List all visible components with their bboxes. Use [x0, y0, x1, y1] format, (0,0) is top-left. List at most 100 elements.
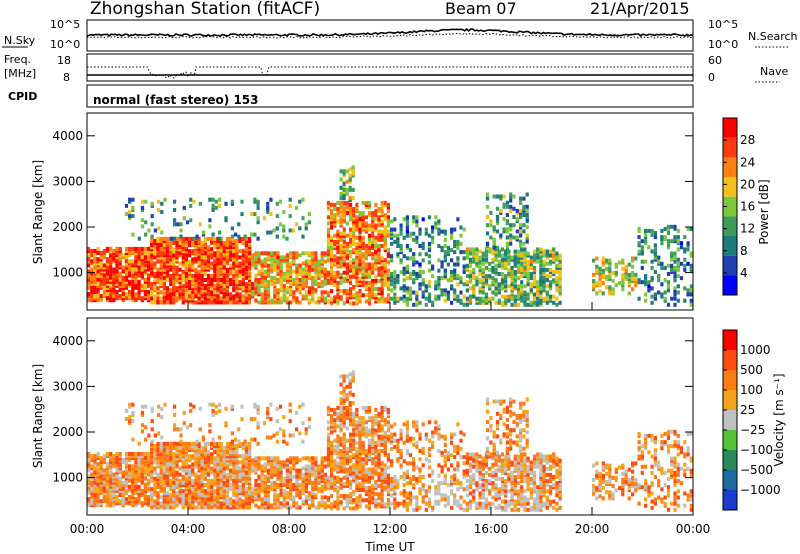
velocity-cell: [87, 464, 91, 469]
power-cell: [137, 255, 141, 260]
power-cell: [156, 290, 160, 295]
velocity-cell: [147, 488, 151, 493]
power-cell: [248, 243, 252, 248]
power-cell: [184, 267, 188, 272]
power-cell: [371, 295, 375, 300]
velocity-cell: [147, 478, 151, 483]
power-cell: [143, 246, 147, 251]
velocity-cell: [99, 466, 103, 471]
power-cell: [244, 247, 248, 252]
velocity-cell: [140, 454, 144, 458]
power-cell: [216, 273, 220, 278]
power-cell: [184, 298, 188, 303]
velocity-cell: [150, 478, 154, 483]
power-cell: [124, 283, 129, 288]
power-cell: [440, 288, 444, 293]
velocity-cell: [165, 458, 170, 463]
power-cell: [222, 271, 226, 276]
power-cell: [87, 281, 91, 286]
velocity-cell: [203, 456, 207, 461]
power-cell: [358, 213, 362, 218]
power-cell: [367, 241, 372, 246]
power-cell: [358, 278, 362, 283]
power-cell: [336, 229, 340, 234]
power-cell: [197, 278, 201, 282]
velocity-cell: [216, 478, 220, 483]
power-cell: [210, 294, 214, 299]
velocity-cell: [320, 460, 324, 465]
power-cell: [523, 265, 527, 270]
power-cell: [311, 282, 315, 287]
velocity-cell: [323, 503, 327, 508]
power-cell: [188, 263, 192, 268]
velocity-cell: [118, 451, 122, 456]
velocity-cell: [241, 460, 245, 465]
power-cell: [206, 255, 211, 260]
power-cell: [105, 296, 110, 301]
power-cell: [235, 286, 239, 291]
power-cell: [383, 239, 387, 244]
velocity-cell: [320, 468, 324, 473]
power-cell: [539, 294, 543, 299]
power-cell: [663, 290, 667, 295]
velocity-cell: [307, 464, 312, 469]
power-cell: [647, 280, 651, 285]
power-cell: [393, 292, 397, 297]
power-cell: [446, 294, 450, 299]
velocity-cell: [295, 491, 299, 496]
power-cell: [216, 290, 220, 295]
velocity-cell: [156, 472, 160, 477]
power-cell: [251, 263, 255, 268]
velocity-cell: [241, 487, 245, 492]
velocity-cell: [238, 441, 242, 446]
power-cell: [320, 273, 324, 278]
velocity-cell: [285, 478, 289, 483]
velocity-cell: [248, 495, 252, 500]
power-cell: [494, 286, 498, 291]
power-cell: [497, 298, 501, 303]
power-cell: [522, 213, 526, 217]
power-cell: [191, 282, 195, 287]
power-cell: [349, 280, 353, 285]
power-cell: [260, 271, 264, 276]
power-cell: [178, 273, 182, 278]
power-cell: [339, 231, 343, 236]
velocity-cell: [330, 455, 334, 460]
velocity-cell: [219, 441, 223, 446]
velocity-cell: [87, 460, 91, 465]
power-cell: [504, 296, 508, 301]
power-cell: [352, 213, 356, 218]
power-cell: [499, 233, 503, 238]
power-cell: [96, 277, 100, 282]
power-cell: [618, 281, 622, 286]
power-cell: [634, 256, 638, 261]
freq-label-line1: Freq.: [4, 53, 31, 66]
power-cell: [446, 250, 450, 255]
power-cell: [191, 286, 195, 291]
velocity-cell: [147, 464, 151, 469]
power-cell: [405, 233, 409, 238]
velocity-cell: [109, 493, 113, 497]
power-cell: [374, 213, 378, 218]
power-cell: [188, 284, 192, 289]
power-cell: [500, 294, 505, 299]
power-cell: [412, 270, 416, 274]
velocity-cell: [124, 468, 129, 473]
power-cell: [128, 292, 132, 297]
power-cell: [188, 271, 192, 276]
power-cell: [355, 202, 359, 207]
velocity-cell: [169, 505, 173, 510]
velocity-cell: [326, 432, 331, 437]
velocity-cell: [317, 501, 321, 506]
power-cell: [396, 252, 400, 257]
power-cell: [254, 282, 258, 287]
power-cell: [440, 229, 444, 234]
power-cell: [653, 243, 657, 248]
power-cell: [175, 273, 179, 278]
velocity-cell: [257, 456, 261, 461]
power-cell: [507, 294, 511, 299]
power-cell: [374, 239, 378, 244]
velocity-cell: [115, 501, 119, 506]
power-cell: [660, 265, 664, 270]
velocity-cell: [260, 503, 264, 508]
